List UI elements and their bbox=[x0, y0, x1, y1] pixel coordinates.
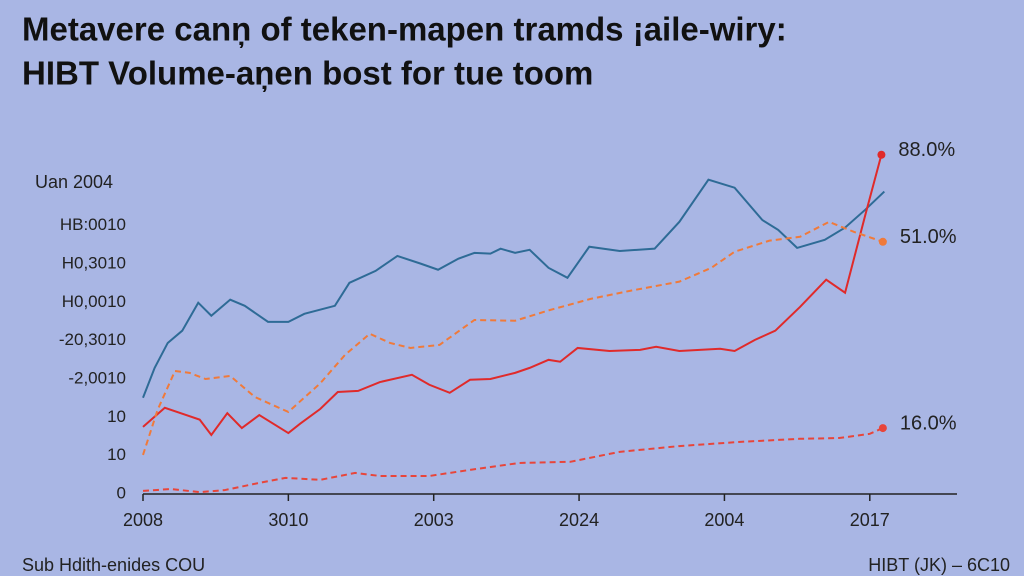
x-tick-label: 2017 bbox=[850, 510, 890, 530]
y-tick-label: H0,3010 bbox=[62, 253, 126, 272]
y-tick-label: -2,0010 bbox=[68, 368, 126, 387]
series-line bbox=[142, 427, 884, 494]
annotation: Uan 2004 bbox=[35, 172, 113, 192]
y-tick-label: H0,0010 bbox=[62, 292, 126, 311]
end-marker bbox=[878, 237, 887, 246]
end-label: 16.0% bbox=[900, 412, 957, 434]
end-label: 88.0% bbox=[898, 139, 955, 161]
x-tick-label: 3010 bbox=[268, 510, 308, 530]
end-label: 51.0% bbox=[900, 226, 957, 248]
y-tick-label: 0 bbox=[117, 483, 126, 502]
series-line bbox=[142, 154, 883, 437]
x-tick-label: 2004 bbox=[704, 510, 744, 530]
end-marker bbox=[877, 150, 886, 159]
end-marker bbox=[878, 424, 887, 433]
chart-title: HIBT Volume-aņen bost for tue toom bbox=[22, 55, 593, 92]
series-line bbox=[142, 220, 884, 456]
y-tick-label: 10 bbox=[107, 445, 126, 464]
x-tick-label: 2024 bbox=[559, 510, 599, 530]
y-tick-label: -20,3010 bbox=[59, 330, 126, 349]
footer-left: Sub Hdith-enides COU bbox=[22, 555, 205, 575]
x-tick-label: 2003 bbox=[414, 510, 454, 530]
series-line bbox=[142, 178, 886, 399]
y-tick-label: 10 bbox=[107, 407, 126, 426]
chart-title: Metavere canņ of teken-mapen tramds ¡ail… bbox=[22, 11, 787, 48]
footer-right: HIBT (JK) – 6C10 bbox=[868, 555, 1010, 575]
x-tick-label: 2008 bbox=[123, 510, 163, 530]
y-tick-label: HB:0010 bbox=[60, 215, 126, 234]
